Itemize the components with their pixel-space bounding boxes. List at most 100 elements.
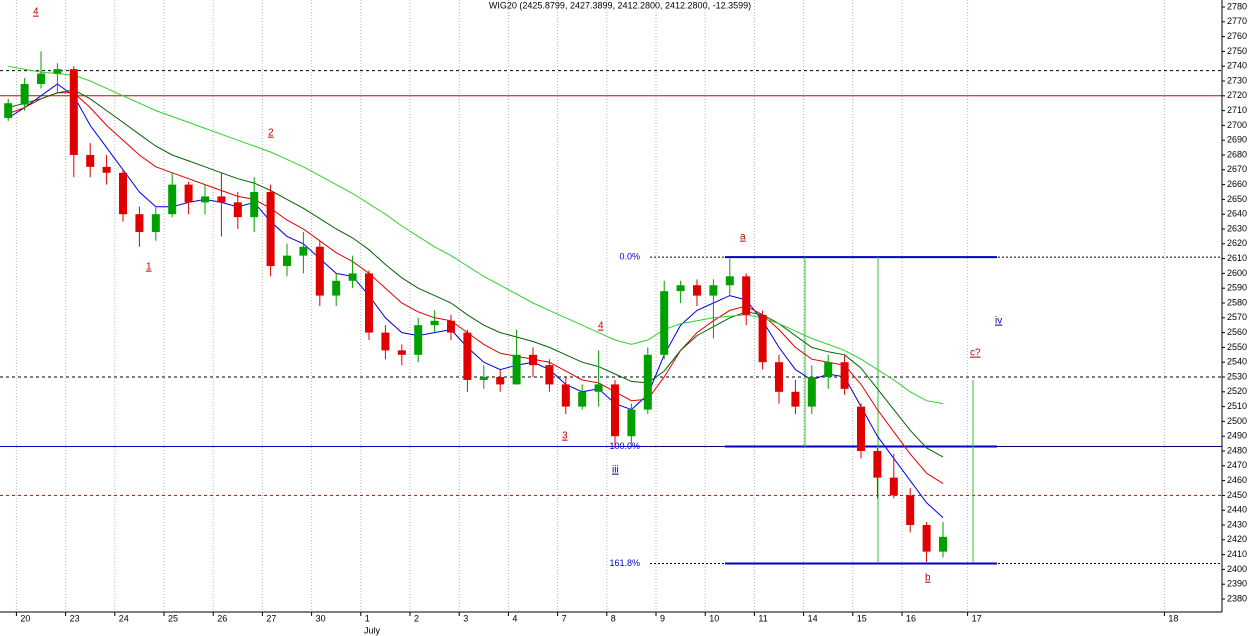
wave-label: 3 [562,431,568,442]
y-tick-label: 2500 [1227,416,1247,426]
candle-body [201,196,209,203]
wave-label: 4 [33,7,39,18]
wave-label: 2 [268,128,274,139]
candle-body [578,391,587,407]
x-tick-label: 10 [709,613,719,623]
candle-body [299,246,308,256]
x-tick-label: 11 [758,613,767,623]
x-tick-label: 25 [168,613,178,623]
y-tick-label: 2610 [1227,253,1247,263]
candle-body [250,192,259,218]
y-tick-label: 2450 [1227,490,1247,500]
y-tick-label: 2440 [1227,505,1247,515]
month-label: July [364,625,381,635]
x-tick-label: 1 [365,613,370,623]
candle-body [660,291,669,355]
x-tick-label: 30 [316,613,326,623]
candle-body [414,325,423,355]
y-tick-label: 2680 [1227,149,1247,159]
candle-body [709,285,718,296]
y-tick-label: 2700 [1227,120,1247,130]
candle-body [119,172,127,215]
candle-body [20,83,29,105]
candle-body [922,525,931,552]
candle-body [135,214,144,232]
chart-title: WIG20 (2425.8799, 2427.3899, 2412.2800, … [489,0,751,10]
x-tick-label: 15 [857,613,867,623]
wave-label: iii [612,465,619,476]
x-tick-label: 3 [463,613,468,623]
candle-body [807,377,816,407]
candle-body [873,451,882,478]
candle-body [283,255,291,266]
x-tick-label: 17 [972,613,982,623]
candle-body [217,196,226,203]
candle-body [742,276,751,315]
fib-label: 100.0% [609,441,640,451]
candle-body [184,184,193,203]
x-tick-label: 8 [611,613,616,623]
y-tick-label: 2670 [1227,164,1247,174]
y-tick-label: 2780 [1227,1,1247,11]
candle-body [627,409,636,437]
candle-body [315,246,324,296]
y-tick-label: 2770 [1227,16,1247,26]
candle-body [775,362,783,392]
x-tick-label: 2 [414,613,419,623]
y-tick-label: 2730 [1227,75,1247,85]
y-tick-label: 2600 [1227,268,1247,278]
candle-body [496,377,505,385]
x-tick-label: 9 [660,613,665,623]
x-tick-label: 18 [1168,613,1178,623]
candle-body [561,384,570,407]
wave-label: c? [970,348,981,359]
candle-body [758,314,767,363]
candle-body [397,350,406,355]
x-tick-label: 20 [20,613,30,623]
y-tick-label: 2650 [1227,194,1247,204]
y-tick-label: 2590 [1227,283,1247,293]
y-tick-label: 2490 [1227,431,1247,441]
candle-body [840,362,849,389]
y-tick-label: 2380 [1227,593,1247,603]
candle-body [906,495,915,525]
candle-body [4,103,13,118]
y-tick-label: 2640 [1227,209,1247,219]
candle-body [348,273,357,281]
candle-body [447,320,455,333]
x-tick-label: 26 [217,613,227,623]
y-tick-label: 2480 [1227,445,1247,455]
candle-body [791,391,800,407]
y-tick-label: 2390 [1227,579,1247,589]
y-tick-label: 2710 [1227,105,1247,115]
candle-body [529,354,537,366]
y-tick-label: 2560 [1227,327,1247,337]
y-tick-label: 2720 [1227,90,1247,100]
y-tick-label: 2690 [1227,135,1247,145]
candle-body [233,202,242,218]
candle-body [332,280,341,296]
plot-layer [4,51,947,562]
candle-body [889,477,898,496]
x-tick-label: 27 [266,613,276,623]
y-tick-label: 2520 [1227,386,1247,396]
moving-average [8,92,944,485]
candle-body [53,69,62,74]
y-tick-label: 2400 [1227,564,1247,574]
y-tick-label: 2530 [1227,371,1247,381]
candle-body [151,214,160,232]
wave-label: a [740,232,746,243]
candle-body [37,73,45,84]
y-tick-label: 2580 [1227,297,1247,307]
y-tick-label: 2760 [1227,31,1247,41]
y-tick-label: 2630 [1227,223,1247,233]
candle-body [725,276,734,286]
fib-label: 161.8% [609,558,640,568]
y-tick-label: 2750 [1227,46,1247,56]
wave-label: iv [995,316,1002,327]
under-layer: 2380239024002410242024302440245024602470… [0,0,1247,623]
candle-body [676,285,685,292]
candle-body [479,377,488,380]
y-tick-label: 2470 [1227,460,1247,470]
